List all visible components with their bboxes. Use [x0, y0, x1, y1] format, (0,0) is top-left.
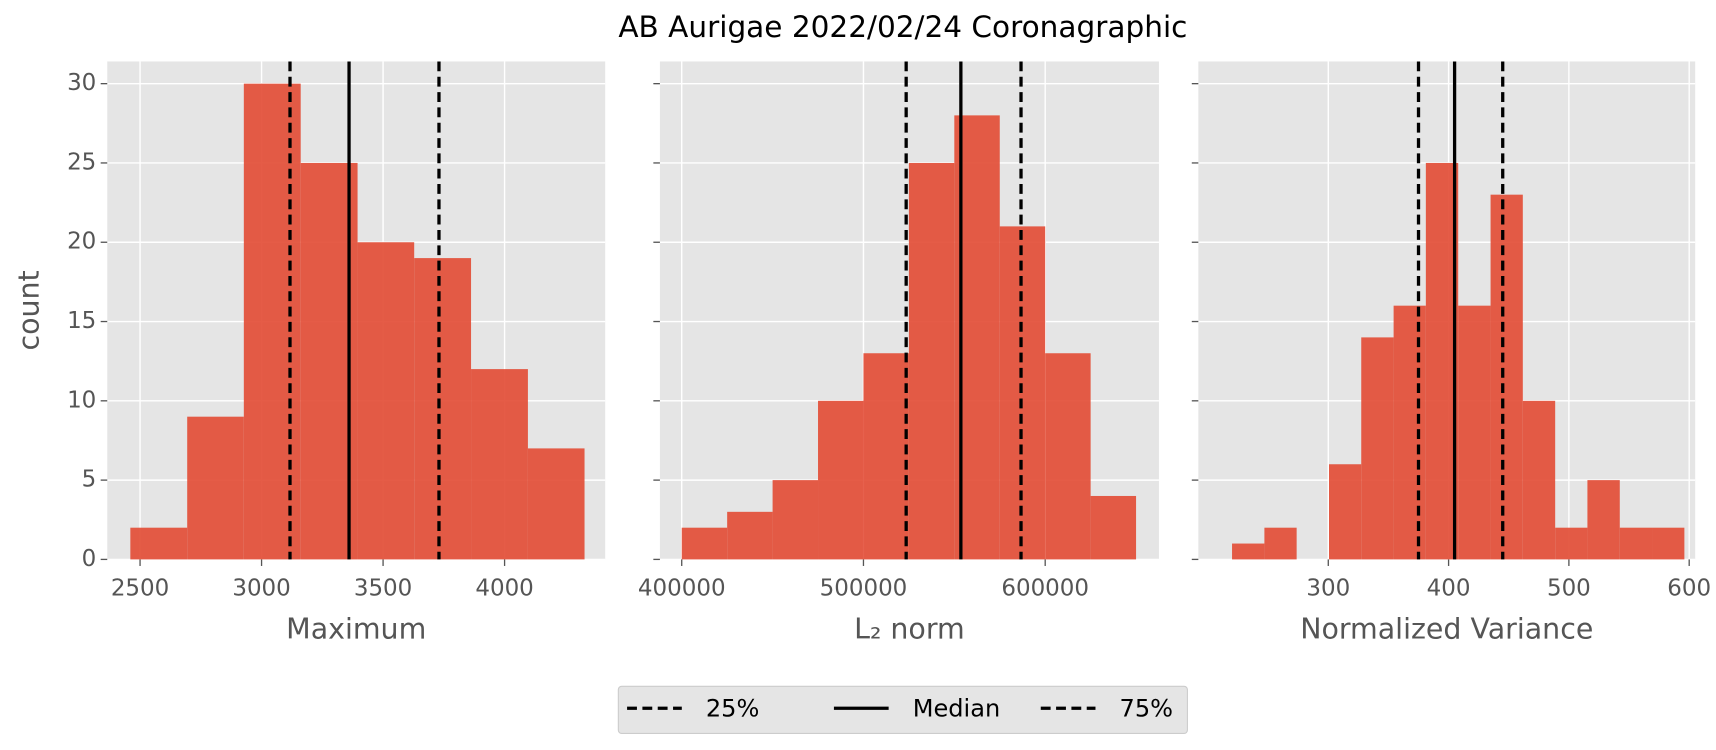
- y-tick-label: 10: [67, 387, 96, 413]
- y-tick-label: 20: [67, 229, 96, 255]
- histogram-bar: [471, 369, 528, 560]
- histogram-bar: [527, 448, 585, 560]
- x-tick-label: 4000: [475, 575, 533, 601]
- histogram-bar: [908, 162, 955, 560]
- histogram-bar: [1587, 480, 1620, 560]
- chart-title: AB Aurigae 2022/02/24 Coronagraphic: [618, 10, 1187, 44]
- y-tick-label: 25: [67, 149, 96, 175]
- legend-label: 25%: [706, 694, 759, 722]
- x-tick-label: 600000: [1001, 575, 1089, 601]
- x-axis-label: Maximum: [286, 613, 426, 646]
- legend-label: 75%: [1120, 694, 1173, 722]
- histogram-bar: [1045, 353, 1091, 560]
- histogram-bar: [681, 527, 728, 560]
- x-tick-label: 600: [1667, 575, 1711, 601]
- x-tick-label: 300: [1306, 575, 1350, 601]
- x-tick-label: 2500: [111, 575, 169, 601]
- histogram-bar: [1329, 464, 1362, 560]
- histogram-bar: [1393, 305, 1426, 560]
- histogram-bar: [1264, 527, 1297, 560]
- histogram-bar: [1555, 527, 1588, 560]
- histogram-bar: [818, 400, 864, 560]
- histogram-bar: [863, 353, 909, 560]
- x-axis-label: Normalized Variance: [1300, 613, 1593, 646]
- histogram-bar: [1458, 305, 1491, 560]
- histogram-bar: [357, 242, 415, 560]
- y-tick-label: 0: [82, 546, 97, 572]
- histogram-bar: [1232, 543, 1265, 560]
- x-tick-label: 3000: [232, 575, 290, 601]
- histogram-bar: [1490, 194, 1523, 560]
- histogram-bar: [727, 511, 773, 560]
- y-axis-label: count: [13, 270, 46, 350]
- histogram-bar: [243, 83, 301, 560]
- y-tick-label: 30: [67, 70, 96, 96]
- y-tick-label: 15: [67, 308, 96, 334]
- histogram-bar: [1425, 162, 1459, 560]
- x-tick-label: 500: [1547, 575, 1591, 601]
- histogram-bar: [1090, 495, 1137, 560]
- histogram-bar: [1652, 527, 1685, 560]
- histogram-bar: [187, 416, 244, 560]
- histogram-bar: [130, 527, 188, 560]
- x-tick-label: 500000: [820, 575, 908, 601]
- legend-label: Median: [913, 694, 1001, 722]
- y-tick-label: 5: [82, 467, 97, 493]
- histogram-bar: [772, 480, 819, 560]
- histogram-bar: [1522, 400, 1556, 560]
- histogram-bar: [1619, 527, 1653, 560]
- x-tick-label: 3500: [354, 575, 412, 601]
- x-tick-label: 400000: [638, 575, 726, 601]
- x-tick-label: 400: [1427, 575, 1471, 601]
- legend: [617, 685, 1188, 734]
- x-axis-label: L₂ norm: [854, 613, 965, 646]
- histogram-bar: [414, 258, 472, 560]
- histogram-bar: [1361, 337, 1394, 560]
